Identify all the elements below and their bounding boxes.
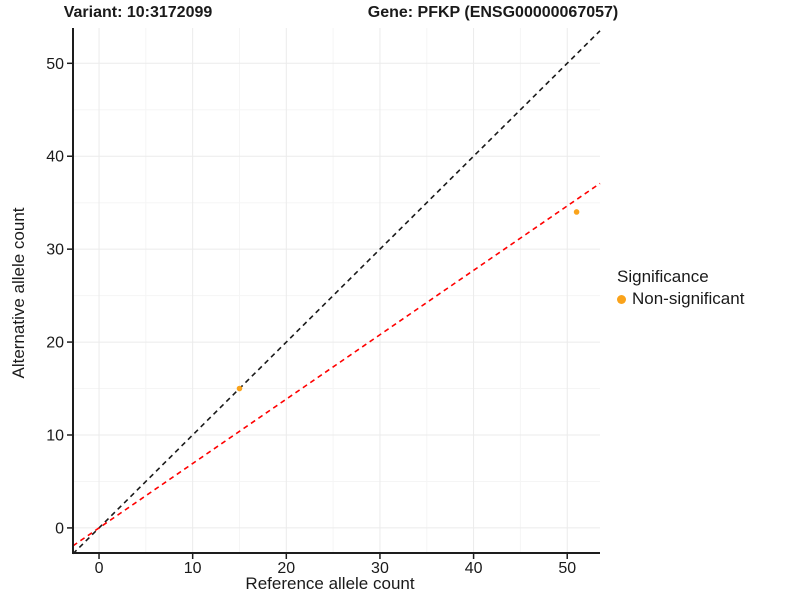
fit-line bbox=[72, 182, 601, 547]
y-tick-label: 50 bbox=[46, 56, 64, 73]
legend: Significance Non-significant bbox=[617, 267, 744, 309]
tick-labels: 0 10 20 30 40 50 0 10 20 30 40 50 bbox=[46, 56, 576, 577]
x-tick-label: 40 bbox=[465, 560, 483, 577]
x-tick-label: 50 bbox=[558, 560, 576, 577]
reference-lines bbox=[72, 30, 601, 555]
variant-title: Variant: 10:3172099 bbox=[63, 4, 213, 21]
x-tick-label: 30 bbox=[371, 560, 389, 577]
x-tick-label: 0 bbox=[95, 560, 104, 577]
data-point bbox=[236, 385, 243, 392]
y-tick-label: 20 bbox=[46, 335, 64, 352]
data-points bbox=[236, 209, 580, 392]
data-point bbox=[573, 209, 580, 215]
gene-title: Gene: PFKP (ENSG00000067057) bbox=[367, 4, 619, 21]
x-tick-label: 20 bbox=[277, 560, 295, 577]
x-axis-title: Reference allele count bbox=[245, 574, 415, 593]
minor-gridlines bbox=[73, 28, 600, 553]
y-tick-label: 10 bbox=[46, 427, 64, 444]
legend-item-label: Non-significant bbox=[632, 289, 745, 308]
legend-point-icon bbox=[617, 294, 626, 304]
legend-item-non-significant: Non-significant bbox=[617, 289, 744, 309]
y-tick-label: 40 bbox=[46, 149, 64, 166]
identity-line bbox=[72, 30, 601, 555]
axis-ticks bbox=[67, 62, 568, 559]
x-tick-label: 10 bbox=[184, 560, 202, 577]
y-tick-label: 0 bbox=[55, 520, 64, 537]
y-axis-title: Alternative allele count bbox=[9, 207, 28, 379]
axis-lines bbox=[72, 28, 600, 554]
y-tick-label: 30 bbox=[46, 242, 64, 259]
legend-title: Significance bbox=[617, 267, 709, 286]
major-gridlines bbox=[73, 28, 600, 553]
